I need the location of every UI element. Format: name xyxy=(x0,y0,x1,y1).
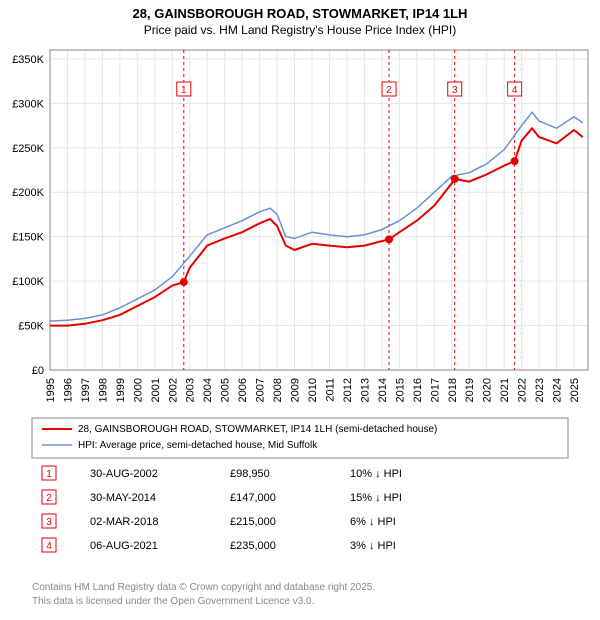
x-tick-label: 2021 xyxy=(499,378,511,402)
x-tick-label: 2002 xyxy=(167,378,179,402)
title-line1: 28, GAINSBOROUGH ROAD, STOWMARKET, IP14 … xyxy=(133,6,468,21)
plot-bg xyxy=(50,50,588,370)
sale-point xyxy=(451,175,459,183)
sale-price: £98,950 xyxy=(230,468,270,480)
x-tick-label: 2012 xyxy=(342,378,354,402)
sale-point xyxy=(385,235,393,243)
sale-delta: 15% ↓ HPI xyxy=(350,492,402,504)
sale-marker-number: 2 xyxy=(386,85,392,96)
y-tick-label: £150K xyxy=(12,232,44,244)
x-tick-label: 2023 xyxy=(534,378,546,402)
x-tick-label: 2018 xyxy=(447,378,459,402)
sale-marker-number: 3 xyxy=(452,85,458,96)
y-tick-label: £50K xyxy=(18,321,44,333)
sale-price: £235,000 xyxy=(230,540,276,552)
sale-price: £215,000 xyxy=(230,516,276,528)
x-tick-label: 2005 xyxy=(220,378,232,402)
x-tick-label: 2001 xyxy=(150,378,162,402)
x-tick-label: 2016 xyxy=(412,378,424,402)
table-marker-number: 4 xyxy=(46,541,52,552)
x-tick-label: 2022 xyxy=(517,378,529,402)
y-tick-label: £0 xyxy=(32,365,44,377)
x-tick-label: 2007 xyxy=(255,378,267,402)
sale-price: £147,000 xyxy=(230,492,276,504)
x-tick-label: 2013 xyxy=(359,378,371,402)
y-tick-label: £100K xyxy=(12,276,44,288)
x-tick-label: 2020 xyxy=(482,378,494,402)
x-tick-label: 2004 xyxy=(202,378,214,402)
x-tick-label: 2011 xyxy=(324,378,336,402)
x-tick-label: 1998 xyxy=(97,378,109,402)
y-tick-label: £200K xyxy=(12,187,44,199)
x-tick-label: 1995 xyxy=(45,378,57,402)
chart-container: 28, GAINSBOROUGH ROAD, STOWMARKET, IP14 … xyxy=(0,0,600,620)
footer-line1: Contains HM Land Registry data © Crown c… xyxy=(32,582,375,593)
sale-point xyxy=(180,278,188,286)
table-marker-number: 1 xyxy=(46,469,52,480)
sale-point xyxy=(511,157,519,165)
x-tick-label: 2015 xyxy=(394,378,406,402)
sale-marker-number: 1 xyxy=(181,85,187,96)
sale-marker-number: 4 xyxy=(512,85,518,96)
x-tick-label: 2019 xyxy=(464,378,476,402)
x-tick-label: 2014 xyxy=(377,378,389,402)
table-marker-number: 3 xyxy=(46,517,52,528)
legend-label: HPI: Average price, semi-detached house,… xyxy=(78,440,318,451)
footer-line2: This data is licensed under the Open Gov… xyxy=(32,596,314,607)
x-tick-label: 2008 xyxy=(272,378,284,402)
sale-date: 02-MAR-2018 xyxy=(90,516,158,528)
sale-delta: 10% ↓ HPI xyxy=(350,468,402,480)
table-marker-number: 2 xyxy=(46,493,52,504)
x-tick-label: 1999 xyxy=(115,378,127,402)
sale-date: 06-AUG-2021 xyxy=(90,540,158,552)
x-tick-label: 2003 xyxy=(185,378,197,402)
chart-svg: 28, GAINSBOROUGH ROAD, STOWMARKET, IP14 … xyxy=(0,0,600,620)
x-tick-label: 2024 xyxy=(552,378,564,402)
legend-label: 28, GAINSBOROUGH ROAD, STOWMARKET, IP14 … xyxy=(78,424,437,435)
y-tick-label: £250K xyxy=(12,143,44,155)
y-tick-label: £350K xyxy=(12,54,44,66)
x-tick-label: 2000 xyxy=(132,378,144,402)
sale-date: 30-AUG-2002 xyxy=(90,468,158,480)
sale-delta: 3% ↓ HPI xyxy=(350,540,396,552)
y-tick-label: £300K xyxy=(12,98,44,110)
x-tick-label: 2025 xyxy=(569,378,581,402)
sale-delta: 6% ↓ HPI xyxy=(350,516,396,528)
x-tick-label: 1997 xyxy=(80,378,92,402)
sale-date: 30-MAY-2014 xyxy=(90,492,156,504)
x-tick-label: 2009 xyxy=(290,378,302,402)
x-tick-label: 2017 xyxy=(429,378,441,402)
x-tick-label: 2006 xyxy=(237,378,249,402)
x-tick-label: 2010 xyxy=(307,378,319,402)
title-line2: Price paid vs. HM Land Registry's House … xyxy=(144,23,456,37)
x-tick-label: 1996 xyxy=(62,378,74,402)
